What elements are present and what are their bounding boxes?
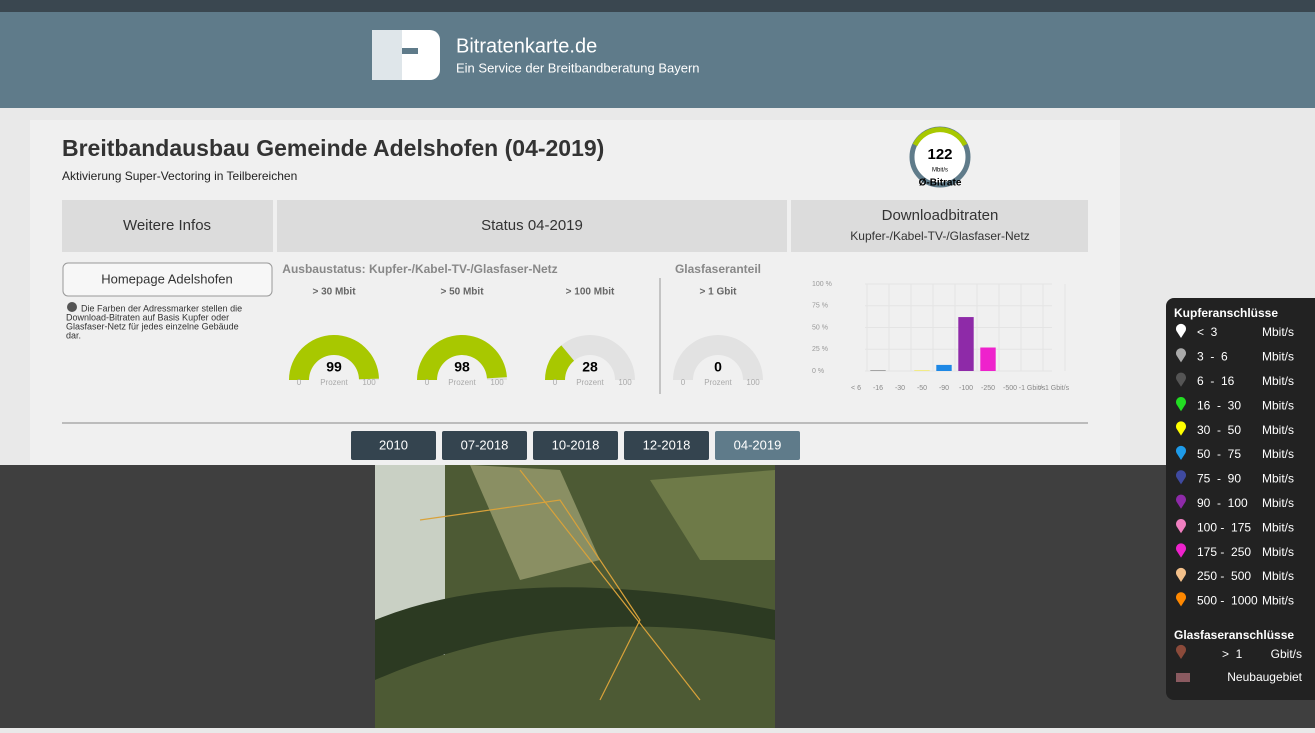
legend-range: < 3 xyxy=(1197,325,1218,339)
bar xyxy=(936,365,951,371)
x-tick-label: -500 xyxy=(1003,385,1017,392)
gauge-label: > 50 Mbit xyxy=(440,287,484,298)
legend-range: 50 - 75 xyxy=(1197,447,1241,461)
group-title: Glasfaseranteil xyxy=(675,262,761,276)
gauge-unit: Prozent xyxy=(320,378,348,387)
legend-unit: Mbit/s xyxy=(1262,423,1294,437)
gauge-max: 100 xyxy=(362,378,376,387)
logo xyxy=(372,30,440,80)
legend-unit: Mbit/s xyxy=(1262,594,1294,608)
legend-range: 500 - 1000 xyxy=(1197,594,1258,608)
legend-range: 6 - 16 xyxy=(1197,374,1235,388)
badge-label: Ø-Bitrate xyxy=(919,178,962,189)
page-title: Breitbandausbau Gemeinde Adelshofen (04-… xyxy=(62,135,604,161)
legend-unit: Gbit/s xyxy=(1271,647,1302,661)
y-tick-label: 0 % xyxy=(812,368,824,375)
screen: Bitratenkarte.de Ein Service der Breitba… xyxy=(0,0,1315,728)
timeline-label[interactable]: 04-2019 xyxy=(734,437,782,452)
badge-value: 122 xyxy=(927,146,952,163)
bar xyxy=(980,348,995,371)
info-icon xyxy=(67,302,77,312)
legend-unit: Mbit/s xyxy=(1262,325,1294,339)
top-bar xyxy=(0,0,1315,12)
x-tick-label: > 1 Gbit/s xyxy=(1039,385,1070,392)
gauge-value: 28 xyxy=(582,359,598,375)
y-tick-label: 25 % xyxy=(812,346,828,353)
gauge-unit: Prozent xyxy=(704,378,732,387)
page: Bitratenkarte.de Ein Service der Breitba… xyxy=(0,0,1315,728)
legend-unit: Mbit/s xyxy=(1262,496,1294,510)
gauge-min: 0 xyxy=(553,378,558,387)
legend-unit: Mbit/s xyxy=(1262,374,1294,388)
bar xyxy=(870,370,885,371)
legend-range: 100 - 175 xyxy=(1197,520,1251,534)
legend-range: 175 - 250 xyxy=(1197,545,1251,559)
chart-subtitle: Kupfer-/Kabel-TV-/Glasfaser-Netz xyxy=(850,229,1029,243)
info-note: dar. xyxy=(66,330,81,340)
legend-range: 90 - 100 xyxy=(1197,496,1248,510)
legend-range: 16 - 30 xyxy=(1197,398,1241,412)
legend-unit: Mbit/s xyxy=(1262,520,1294,534)
gauge-value: 99 xyxy=(326,359,342,375)
gauge-value: 98 xyxy=(454,359,470,375)
satellite-map xyxy=(375,465,775,728)
legend-range: 3 - 6 xyxy=(1197,350,1228,364)
new-area-swatch xyxy=(1176,673,1190,682)
status-header: Status 04-2019 xyxy=(481,217,583,234)
site-subtitle: Ein Service der Breitbandberatung Bayern xyxy=(456,60,700,75)
legend-range: 30 - 50 xyxy=(1197,423,1241,437)
bitrate-badge: 122 Mbit/s Ø-Bitrate xyxy=(912,129,968,189)
gauge-unit: Prozent xyxy=(448,378,476,387)
gauge-max: 100 xyxy=(618,378,632,387)
site-title: Bitratenkarte.de xyxy=(456,35,597,57)
legend-unit: Mbit/s xyxy=(1262,472,1294,486)
gauge-min: 0 xyxy=(297,378,302,387)
gauge-label: > 30 Mbit xyxy=(312,287,356,298)
page-subtitle: Aktivierung Super-Vectoring in Teilberei… xyxy=(62,169,297,183)
legend-unit: Mbit/s xyxy=(1262,545,1294,559)
legend-range: > 1 xyxy=(1222,647,1243,661)
x-tick-label: -90 xyxy=(939,385,949,392)
y-tick-label: 100 % xyxy=(812,281,832,288)
legend-title: Glasfaseranschlüsse xyxy=(1174,628,1294,642)
y-tick-label: 50 % xyxy=(812,324,828,331)
gauge-label: > 100 Mbit xyxy=(566,287,615,298)
badge-unit: Mbit/s xyxy=(932,168,948,174)
x-tick-label: -50 xyxy=(917,385,927,392)
legend-range: 75 - 90 xyxy=(1197,472,1241,486)
gauge-max: 100 xyxy=(490,378,504,387)
legend-new-area: Neubaugebiet xyxy=(1227,670,1302,684)
gauge-min: 0 xyxy=(425,378,430,387)
y-tick-label: 75 % xyxy=(812,303,828,310)
legend-range: 250 - 500 xyxy=(1197,569,1251,583)
x-tick-label: -16 xyxy=(873,385,883,392)
x-tick-label: -250 xyxy=(981,385,995,392)
timeline-label[interactable]: 10-2018 xyxy=(552,437,600,452)
info-note: Glasfaser-Netz für jedes einzelne Gebäud… xyxy=(66,321,239,331)
timeline-label[interactable]: 12-2018 xyxy=(643,437,691,452)
legend-unit: Mbit/s xyxy=(1262,350,1294,364)
gauge-max: 100 xyxy=(746,378,760,387)
gauge-unit: Prozent xyxy=(576,378,604,387)
group-title: Ausbaustatus: Kupfer-/Kabel-TV-/Glasfase… xyxy=(282,262,557,276)
x-tick-label: < 6 xyxy=(851,385,861,392)
bar xyxy=(958,317,973,371)
homepage-button[interactable]: Homepage Adelshofen xyxy=(63,263,272,296)
legend-unit: Mbit/s xyxy=(1262,398,1294,412)
chart-title: Downloadbitraten xyxy=(882,207,999,224)
gauge-label: > 1 Gbit xyxy=(700,287,738,298)
x-tick-label: -100 xyxy=(959,385,973,392)
legend-title: Kupferanschlüsse xyxy=(1174,306,1278,320)
timeline-label[interactable]: 07-2018 xyxy=(461,437,509,452)
infos-header: Weitere Infos xyxy=(123,217,211,234)
gauge-value: 0 xyxy=(714,359,722,375)
gauge-min: 0 xyxy=(681,378,686,387)
button-label[interactable]: Homepage Adelshofen xyxy=(101,271,233,286)
legend-unit: Mbit/s xyxy=(1262,447,1294,461)
timeline-label[interactable]: 2010 xyxy=(379,437,408,452)
x-tick-label: -30 xyxy=(895,385,905,392)
legend-unit: Mbit/s xyxy=(1262,569,1294,583)
